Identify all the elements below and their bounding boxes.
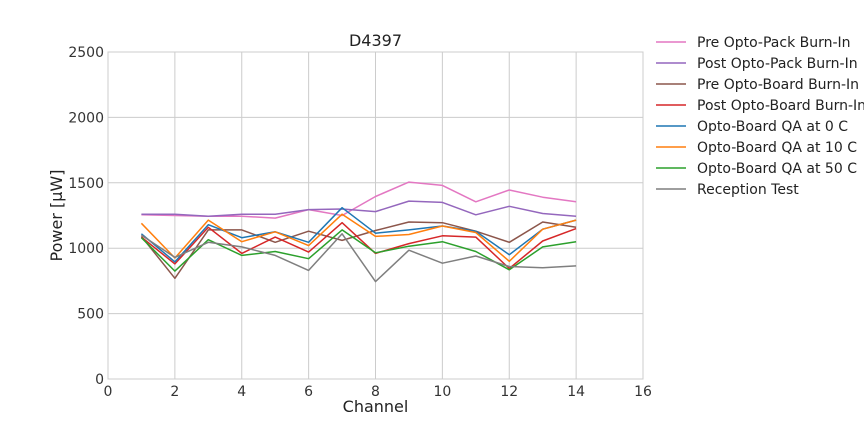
series-line-1 (141, 181, 577, 219)
legend-label: Opto-Board QA at 50 C (697, 161, 857, 177)
y-tick-label: 2500 (68, 45, 104, 61)
legend-label: Post Opto-Board Burn-In (697, 98, 864, 114)
y-tick-label: 500 (77, 307, 104, 323)
legend-item: Post Opto-Pack Burn-In (656, 56, 858, 72)
x-tick-label: 6 (304, 384, 313, 400)
x-axis-label: Channel (343, 397, 409, 416)
y-tick-label: 1500 (68, 176, 104, 192)
legend-label: Post Opto-Pack Burn-In (697, 56, 858, 72)
series-lines (140, 181, 577, 283)
y-axis-ticks: 0 500 1000 1500 2000 2500 (68, 45, 104, 388)
legend-item: Opto-Board QA at 10 C (656, 140, 857, 156)
legend-item: Pre Opto-Pack Burn-In (656, 35, 851, 51)
legend-label: Reception Test (697, 182, 799, 198)
x-tick-label: 10 (433, 384, 451, 400)
plot-area (107, 51, 644, 380)
legend-item: Opto-Board QA at 50 C (656, 161, 857, 177)
y-tick-label: 1000 (68, 241, 104, 257)
x-tick-label: 2 (170, 384, 179, 400)
series-line-3 (140, 221, 577, 280)
x-tick-label: 12 (500, 384, 518, 400)
series-line-4 (140, 221, 577, 270)
chart-title: D4397 (349, 31, 402, 50)
legend-item: Post Opto-Board Burn-In (656, 98, 864, 114)
x-tick-label: 14 (567, 384, 585, 400)
series-line-6 (140, 213, 577, 263)
series-line-8 (140, 233, 577, 283)
legend-label: Pre Opto-Pack Burn-In (697, 35, 851, 51)
legend-label: Opto-Board QA at 0 C (697, 119, 848, 135)
legend-label: Opto-Board QA at 10 C (697, 140, 857, 156)
x-tick-label: 16 (634, 384, 652, 400)
y-axis-label: Power [μW] (47, 170, 66, 262)
x-tick-label: 8 (371, 384, 380, 400)
y-tick-label: 2000 (68, 110, 104, 126)
legend: Pre Opto-Pack Burn-In Post Opto-Pack Burn… (656, 35, 864, 198)
y-tick-label: 0 (95, 372, 104, 388)
legend-item: Reception Test (656, 182, 799, 198)
series-line-2 (141, 200, 577, 217)
series-line-5 (140, 206, 577, 263)
x-tick-label: 0 (104, 384, 113, 400)
x-axis-ticks: 0 2 4 6 8 10 12 14 16 (104, 384, 652, 400)
x-tick-label: 4 (237, 384, 246, 400)
legend-item: Opto-Board QA at 0 C (656, 119, 848, 135)
legend-item: Pre Opto-Board Burn-In (656, 77, 859, 93)
legend-label: Pre Opto-Board Burn-In (697, 77, 859, 93)
